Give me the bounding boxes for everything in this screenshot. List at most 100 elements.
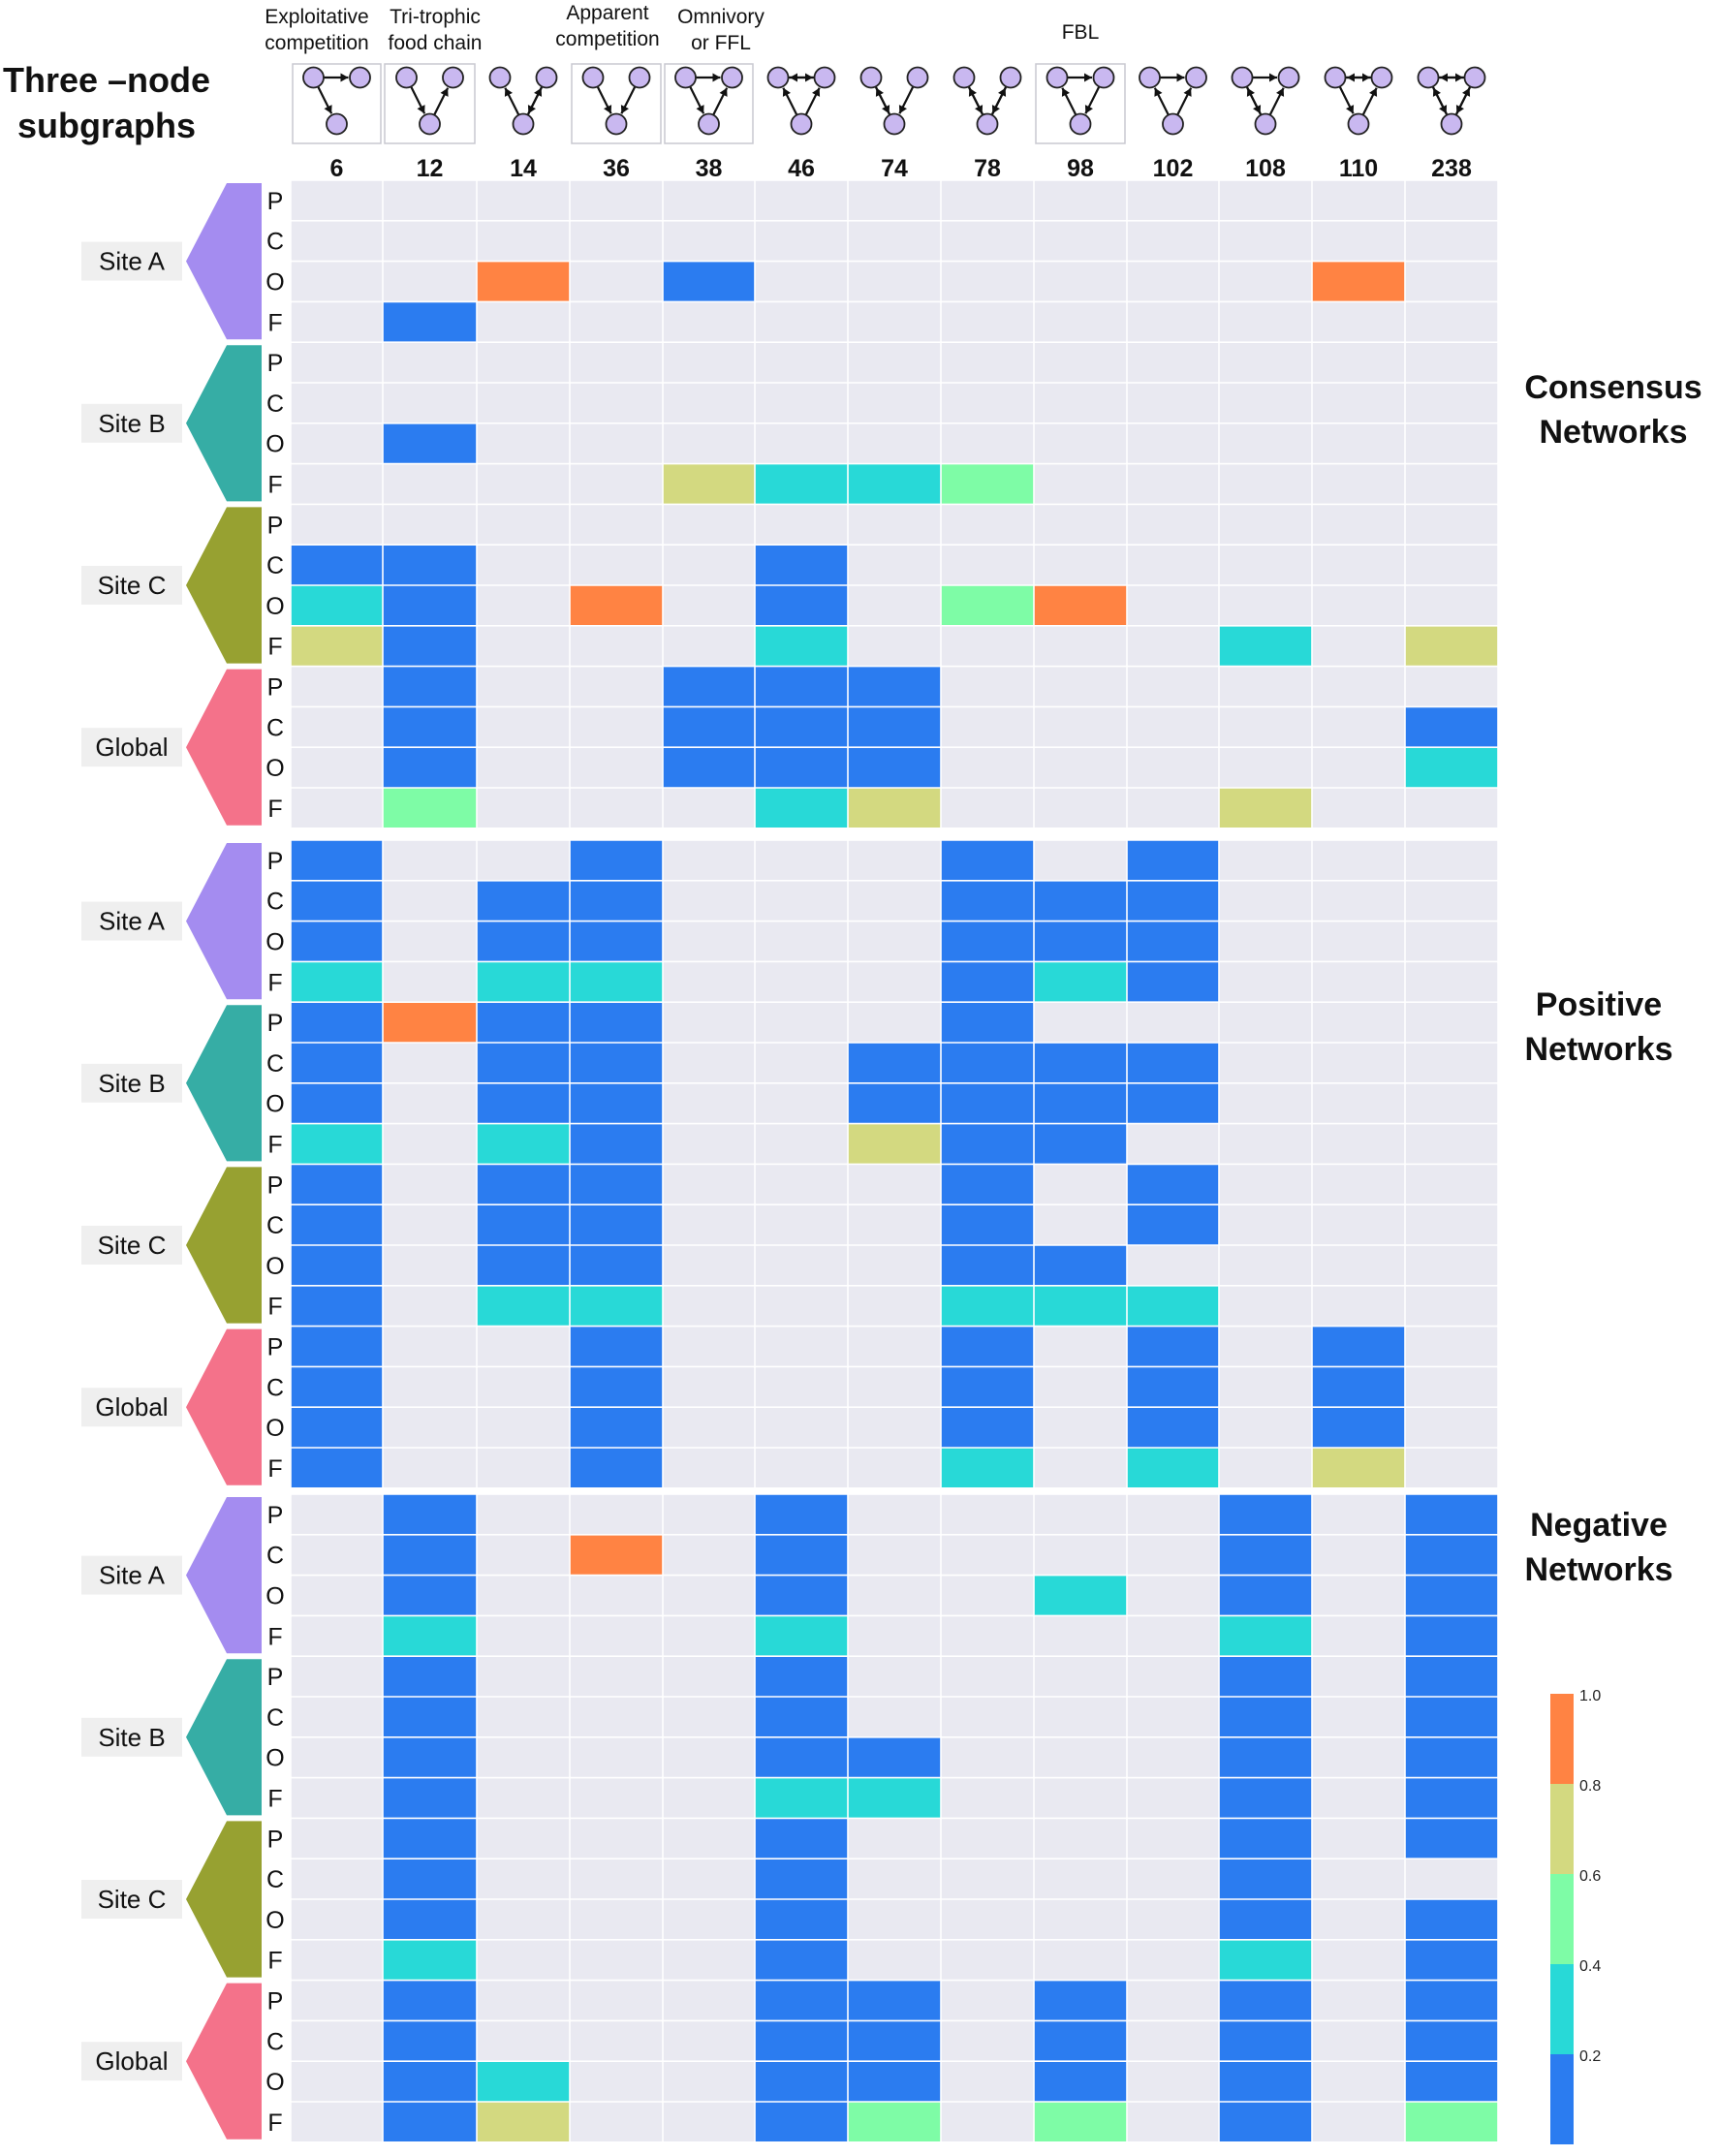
heatmap-cell — [663, 1939, 755, 1981]
motif-node — [1277, 66, 1300, 89]
row-letter-o: O — [265, 1745, 284, 1772]
motif-arrowhead — [1462, 87, 1471, 97]
heatmap-cell — [1312, 788, 1405, 828]
heatmap-cell — [1127, 220, 1219, 262]
heatmap-cell — [1127, 1818, 1219, 1859]
heatmap-cell — [291, 545, 383, 585]
heatmap-cell — [383, 840, 477, 881]
heatmap-cell — [848, 1534, 941, 1576]
heatmap-cell — [1034, 1164, 1127, 1205]
heatmap-cell — [1405, 840, 1498, 881]
heatmap-cell — [1312, 666, 1405, 707]
heatmap-cell — [755, 1980, 848, 2021]
heatmap-cell — [291, 2102, 383, 2142]
heatmap-cell — [1405, 545, 1498, 585]
heatmap-cell — [1405, 1777, 1498, 1819]
heatmap-cell — [1127, 1448, 1219, 1488]
heatmap-cell — [848, 1656, 941, 1697]
colorbar-tick-label: 0.2 — [1579, 2048, 1601, 2065]
heatmap-cell — [1219, 1407, 1312, 1448]
heatmap-cell — [383, 1494, 477, 1535]
motif-arrowhead — [1084, 105, 1093, 114]
motif-label-fbl: FBL — [1062, 21, 1100, 44]
heatmap-cell — [663, 666, 755, 707]
motif-node — [976, 112, 999, 136]
heatmap-cell — [663, 504, 755, 546]
heatmap-cell — [291, 1407, 383, 1448]
heatmap-cell — [848, 625, 941, 667]
heatmap-cell — [383, 1575, 477, 1616]
heatmap-cell — [848, 422, 941, 464]
heatmap-cell — [1127, 961, 1219, 1003]
motif-arrowhead — [812, 87, 821, 97]
heatmap-cell — [1312, 747, 1405, 788]
heatmap-cell — [383, 1899, 477, 1940]
heatmap-cell — [570, 2102, 663, 2142]
heatmap-cell — [570, 1407, 663, 1448]
heatmap-cell — [848, 921, 941, 962]
section-title-consensus-l2: Networks — [1539, 414, 1687, 451]
heatmap-cell — [1405, 1656, 1498, 1697]
heatmap-cell — [1312, 880, 1405, 922]
heatmap-cell — [477, 1326, 570, 1367]
heatmap-cell — [1127, 1123, 1219, 1165]
heatmap-cell — [848, 1164, 941, 1205]
heatmap-cell — [1034, 1285, 1127, 1327]
heatmap-cell — [663, 422, 755, 464]
heatmap-cell — [291, 1285, 383, 1327]
heatmap-cell — [755, 840, 848, 881]
heatmap-cell — [570, 1575, 663, 1616]
heatmap-cell — [1034, 463, 1127, 505]
heatmap-cell — [663, 261, 755, 302]
motif-label-exploitative-l1: Exploitative — [265, 6, 368, 28]
row-letter-p: P — [267, 1172, 284, 1199]
motif-node — [766, 66, 790, 89]
motif-node — [1463, 66, 1486, 89]
heatmap-cell — [291, 383, 383, 423]
motif-arrowhead — [968, 87, 977, 97]
heatmap-cell — [291, 220, 383, 262]
heatmap-cell — [1034, 1494, 1127, 1535]
site-arrow-site-b — [186, 1005, 262, 1162]
heatmap-cell — [1405, 1002, 1498, 1043]
row-letter-o: O — [265, 431, 284, 458]
heatmap-cell — [848, 504, 941, 546]
heatmap-cell — [1219, 1818, 1312, 1859]
heatmap-cell — [570, 1777, 663, 1819]
site-label-box — [81, 1226, 182, 1265]
motif-arrowhead — [696, 105, 704, 114]
motif-node — [674, 66, 697, 89]
heatmap-cell — [383, 422, 477, 464]
heatmap-cell — [663, 180, 755, 221]
heatmap-cell — [383, 1043, 477, 1083]
heatmap-cell — [1312, 504, 1405, 546]
row-letter-f: F — [267, 1948, 282, 1975]
heatmap-cell — [941, 2020, 1034, 2062]
heatmap-cell — [848, 1777, 941, 1819]
heatmap-cell — [1127, 1204, 1219, 1245]
heatmap-cell — [755, 1448, 848, 1488]
heatmap-cell — [1034, 2020, 1127, 2062]
heatmap-cell — [383, 342, 477, 383]
heatmap-cell — [383, 1123, 477, 1165]
heatmap-cell — [941, 1326, 1034, 1367]
heatmap-cell — [1405, 585, 1498, 626]
heatmap-cell — [1127, 788, 1219, 828]
heatmap-cell — [941, 463, 1034, 505]
site-label-global: Global — [95, 733, 168, 762]
heatmap-cell — [1405, 625, 1498, 667]
heatmap-cell — [1034, 1818, 1127, 1859]
motif-arrowhead — [1369, 87, 1378, 97]
heatmap-cell — [291, 747, 383, 788]
heatmap-cell — [941, 2061, 1034, 2102]
motif-arrowhead — [1276, 87, 1285, 97]
heatmap-cell — [291, 921, 383, 962]
heatmap-cell — [1219, 747, 1312, 788]
heatmap-cell — [1312, 422, 1405, 464]
motif-arrowhead — [1269, 73, 1277, 82]
motif-arrowhead — [620, 105, 629, 114]
heatmap-cell — [941, 1494, 1034, 1535]
heatmap-cell — [1034, 1204, 1127, 1245]
heatmap-cell — [1127, 880, 1219, 922]
site-arrow-site-c — [186, 507, 262, 664]
